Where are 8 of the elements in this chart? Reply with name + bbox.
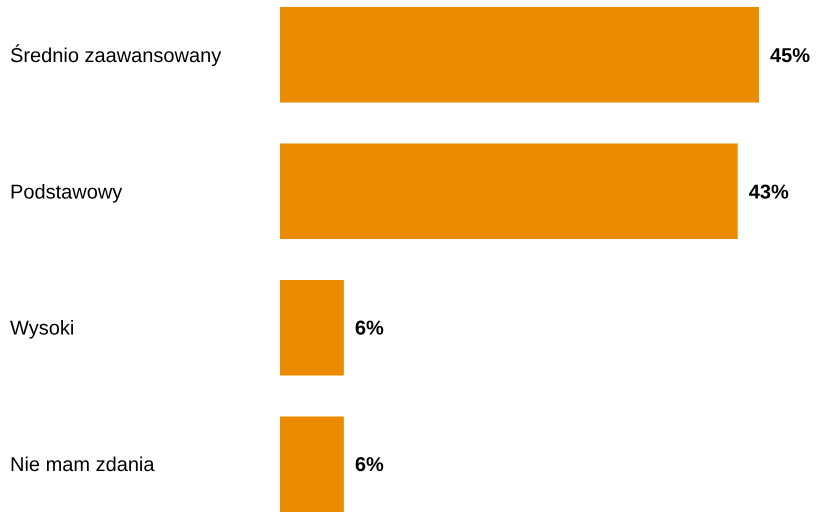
data-label: 43% xyxy=(748,181,789,204)
data-label: 45% xyxy=(770,44,810,67)
y-tick-label: Nie mam zdania xyxy=(10,454,156,476)
y-tick-label: Podstawowy xyxy=(10,181,122,204)
data-label: 6% xyxy=(354,318,384,340)
data-label: 6% xyxy=(354,454,384,476)
y-tick-label: Wysoki xyxy=(10,318,74,340)
y-tick-label: Średnio zaawansowany xyxy=(10,44,222,67)
